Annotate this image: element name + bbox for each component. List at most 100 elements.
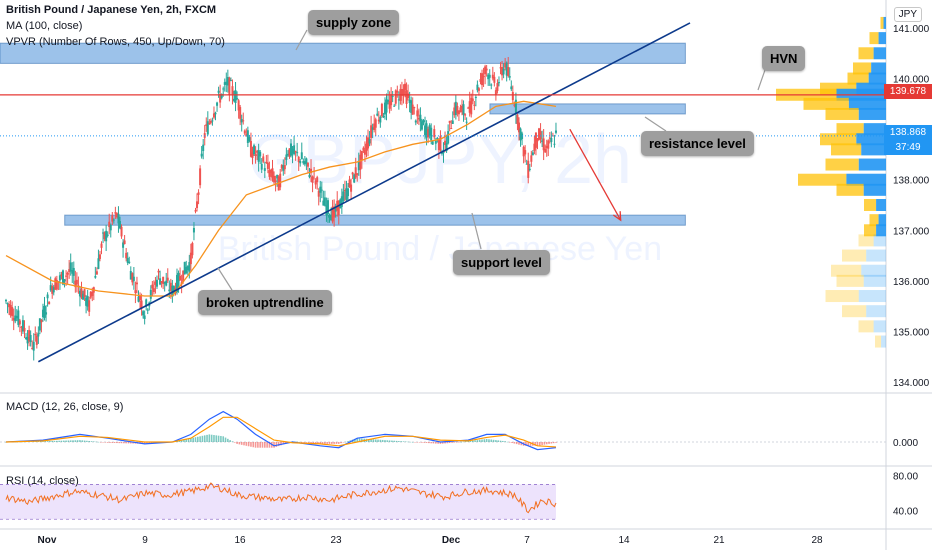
macd-histogram-bar xyxy=(432,442,435,444)
macd-histogram-bar xyxy=(243,442,245,446)
candle-body xyxy=(52,287,55,293)
candle-body xyxy=(31,347,34,349)
macd-histogram-bar xyxy=(356,438,359,442)
candle-body xyxy=(451,120,454,124)
candle-body xyxy=(491,74,494,79)
candle-body xyxy=(239,107,242,119)
candle-body xyxy=(519,128,522,141)
callout-pointer xyxy=(757,69,766,91)
macd-histogram-bar xyxy=(51,440,54,442)
candle-body xyxy=(531,152,534,156)
callout-pointer xyxy=(644,116,667,132)
macd-histogram-bar xyxy=(275,442,278,447)
last-price-tag: 138.868 xyxy=(884,125,932,140)
candle-body xyxy=(487,74,490,80)
candle-body xyxy=(82,293,85,300)
macd-tick-label: 0.000 xyxy=(893,438,918,449)
candle-body xyxy=(294,151,297,153)
candle-body xyxy=(146,309,149,311)
candle-body xyxy=(55,279,58,290)
candle-body xyxy=(229,80,232,82)
macd-histogram-bar xyxy=(194,437,197,442)
macd-histogram-bar xyxy=(495,440,497,442)
volume-profile-up-bar xyxy=(858,290,886,303)
candle-body xyxy=(125,252,128,259)
candle-body xyxy=(179,275,182,281)
volume-profile-up-bar xyxy=(861,264,886,277)
macd-histogram-bar xyxy=(282,442,285,445)
macd-histogram-bar xyxy=(317,442,319,444)
candle-body xyxy=(368,139,371,144)
macd-histogram-bar xyxy=(141,442,144,444)
macd-histogram-bar xyxy=(381,439,384,442)
volume-profile-down-bar xyxy=(798,173,847,186)
macd-histogram-bar xyxy=(208,434,211,442)
candle-body xyxy=(75,279,78,285)
macd-histogram-bar xyxy=(441,442,444,444)
macd-histogram-bar xyxy=(213,435,215,442)
macd-histogram-bar xyxy=(497,440,500,442)
macd-histogram-bar xyxy=(60,440,63,442)
candle-body xyxy=(206,121,209,135)
candle-body xyxy=(316,177,319,183)
candle-body xyxy=(326,200,329,214)
candle-body xyxy=(134,290,137,294)
candle-body xyxy=(419,114,422,122)
macd-histogram-bar xyxy=(39,441,42,442)
candle-body xyxy=(379,116,382,123)
candle-body xyxy=(461,105,463,109)
candle-body xyxy=(222,88,225,90)
candle-body xyxy=(211,120,214,122)
volume-profile-up-bar xyxy=(871,62,886,75)
candle-body xyxy=(356,173,359,175)
macd-histogram-bar xyxy=(425,442,428,443)
candle-body xyxy=(514,99,517,114)
currency-button[interactable]: JPY xyxy=(893,7,922,22)
candle-body xyxy=(377,119,380,122)
ma-legend: MA (100, close) xyxy=(6,20,83,32)
macd-histogram-bar xyxy=(72,440,74,442)
macd-histogram-bar xyxy=(238,442,241,445)
macd-histogram-bar xyxy=(409,441,412,443)
macd-histogram-bar xyxy=(74,440,77,442)
candle-body xyxy=(501,67,504,76)
macd-histogram-bar xyxy=(511,442,513,443)
candle-body xyxy=(35,335,38,345)
macd-histogram-bar xyxy=(88,440,90,442)
macd-histogram-bar xyxy=(210,434,213,442)
macd-histogram-bar xyxy=(264,442,266,448)
macd-line xyxy=(5,410,557,451)
macd-histogram-bar xyxy=(106,442,109,443)
macd-histogram-bar xyxy=(478,439,481,442)
candle-body xyxy=(365,143,368,151)
candle-body xyxy=(360,150,363,161)
macd-legend: MACD (12, 26, close, 9) xyxy=(6,401,123,413)
candle-body xyxy=(132,276,135,281)
candle-body xyxy=(131,273,134,283)
candle-body xyxy=(51,286,54,294)
candle-body xyxy=(340,196,343,207)
candle-body xyxy=(522,146,525,157)
macd-histogram-bar xyxy=(453,442,456,443)
candle-body xyxy=(293,145,296,155)
volume-profile-down-bar xyxy=(836,123,864,136)
macd-histogram-bar xyxy=(391,440,393,442)
macd-histogram-bar xyxy=(125,442,127,444)
macd-histogram-bar xyxy=(439,442,442,444)
volume-profile-up-bar xyxy=(878,32,886,45)
candle-body xyxy=(507,67,510,77)
macd-histogram-bar xyxy=(324,442,326,444)
candle-body xyxy=(94,275,97,278)
candle-body xyxy=(462,104,465,115)
macd-histogram-bar xyxy=(97,441,100,443)
candle-body xyxy=(380,103,383,117)
hvn-callout: HVN xyxy=(762,46,806,71)
candle-body xyxy=(481,73,484,86)
candle-body xyxy=(328,214,331,218)
macd-histogram-bar xyxy=(65,440,67,442)
macd-histogram-bar xyxy=(502,440,504,442)
candle-body xyxy=(251,152,254,158)
macd-histogram-bar xyxy=(319,442,322,444)
candle-body xyxy=(468,101,471,113)
macd-histogram-bar xyxy=(150,442,153,444)
